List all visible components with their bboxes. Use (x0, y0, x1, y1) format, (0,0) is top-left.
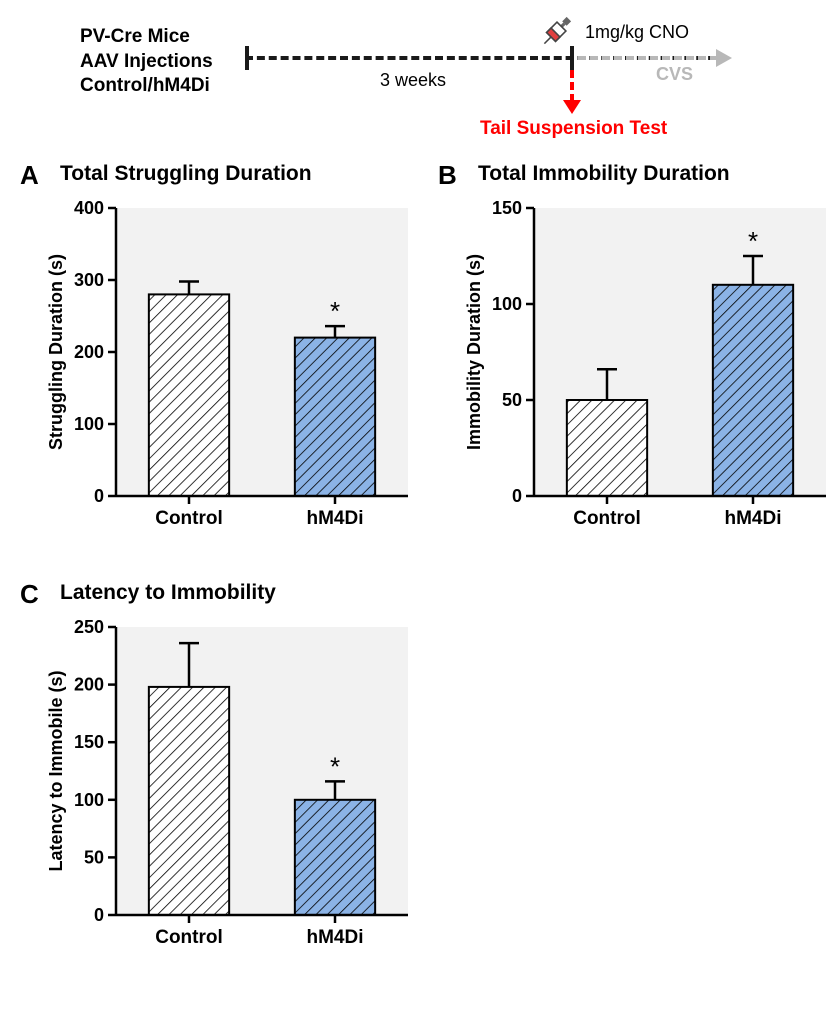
svg-text:*: * (330, 751, 340, 781)
panel-C: C Latency to Immobility 0 50 100 150 200 250 C… (20, 579, 428, 980)
panel-title-B: Total Immobility Duration (478, 162, 730, 186)
svg-text:Control: Control (573, 508, 641, 529)
svg-text:300: 300 (74, 270, 104, 290)
svg-text:hM4Di: hM4Di (307, 508, 364, 529)
svg-text:100: 100 (74, 414, 104, 434)
timeline-red-dash (570, 70, 578, 102)
panel-empty (438, 579, 828, 980)
svg-text:200: 200 (74, 675, 104, 695)
svg-text:100: 100 (492, 294, 522, 314)
panel-title-C: Latency to Immobility (60, 581, 276, 605)
panel-letter-B: B (438, 160, 457, 191)
svg-text:400: 400 (74, 198, 104, 218)
svg-text:Control: Control (155, 927, 223, 948)
svg-text:Latency to Immobile (s): Latency to Immobile (s) (46, 670, 66, 871)
chart-C-wrap: 0 50 100 150 200 250 Control * hM4Di Latency to I… (38, 615, 428, 980)
svg-text:150: 150 (492, 198, 522, 218)
timeline-left-labels: PV-Cre Mice AAV Injections Control/hM4Di (80, 25, 213, 99)
svg-text:*: * (748, 226, 758, 256)
timeline-label-1: PV-Cre Mice (80, 25, 213, 50)
timeline-cno-label: 1mg/kg CNO (585, 22, 689, 43)
chart-B: 0 50 100 150 Control * hM4Di Immobility Duratio… (456, 196, 828, 556)
svg-text:Control: Control (155, 508, 223, 529)
svg-text:Immobility Duration (s): Immobility Duration (s) (464, 254, 484, 450)
panel-B: B Total Immobility Duration 0 50 100 150 Con… (438, 160, 828, 561)
svg-text:hM4Di: hM4Di (725, 508, 782, 529)
timeline-tst-label: Tail Suspension Test (480, 118, 667, 140)
timeline-weeks-label: 3 weeks (380, 70, 446, 91)
timeline-label-2: AAV Injections (80, 50, 213, 75)
svg-text:150: 150 (74, 732, 104, 752)
svg-text:0: 0 (94, 486, 104, 506)
svg-text:50: 50 (502, 390, 522, 410)
svg-text:200: 200 (74, 342, 104, 362)
chart-B-wrap: 0 50 100 150 Control * hM4Di Immobility Duratio… (456, 196, 828, 561)
svg-text:*: * (330, 296, 340, 326)
panels-grid: A Total Struggling Duration 0 100 200 300 40… (20, 160, 808, 980)
svg-text:100: 100 (74, 790, 104, 810)
timeline-arrow-cvs (716, 49, 732, 67)
svg-text:0: 0 (512, 486, 522, 506)
panel-letter-A: A (20, 160, 39, 191)
panel-A: A Total Struggling Duration 0 100 200 300 40… (20, 160, 428, 561)
svg-text:250: 250 (74, 617, 104, 637)
svg-text:Struggling Duration (s): Struggling Duration (s) (46, 254, 66, 450)
timeline-red-arrow (563, 100, 581, 114)
svg-text:hM4Di: hM4Di (307, 927, 364, 948)
timeline-diagram: PV-Cre Mice AAV Injections Control/hM4Di… (80, 20, 768, 150)
syringe-icon (536, 10, 578, 52)
panel-title-A: Total Struggling Duration (60, 162, 312, 186)
chart-A-wrap: 0 100 200 300 400 Control * hM4Di Struggling Dur… (38, 196, 428, 561)
timeline-label-3: Control/hM4Di (80, 74, 213, 99)
timeline-dash-cvs (578, 56, 718, 60)
chart-C: 0 50 100 150 200 250 Control * hM4Di Latency to I… (38, 615, 428, 975)
chart-A: 0 100 200 300 400 Control * hM4Di Struggling Dur… (38, 196, 428, 556)
svg-text:50: 50 (84, 847, 104, 867)
svg-text:0: 0 (94, 905, 104, 925)
timeline-cvs-label: CVS (656, 64, 693, 85)
panel-letter-C: C (20, 579, 39, 610)
